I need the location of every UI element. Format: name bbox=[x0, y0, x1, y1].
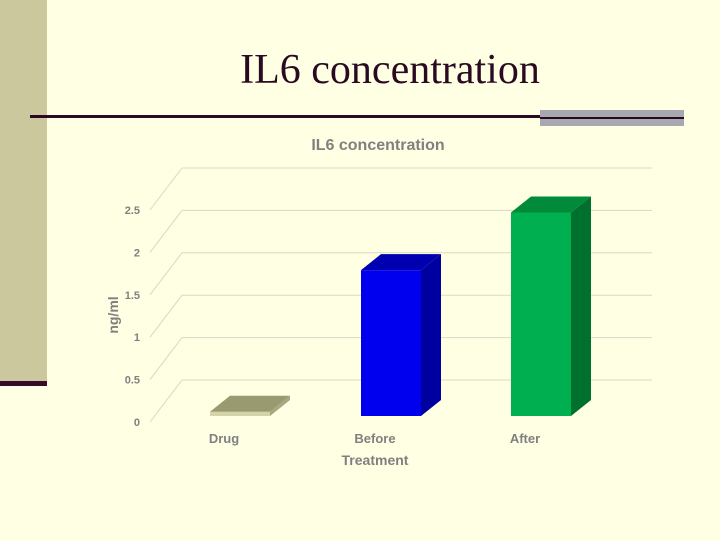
left-decor-band bbox=[0, 0, 47, 384]
y-tick-label: 2 bbox=[134, 247, 140, 259]
left-decor-band-edge bbox=[0, 381, 47, 386]
bar-front bbox=[511, 212, 571, 416]
grid-line-diagonal bbox=[149, 294, 183, 338]
bar-after bbox=[511, 196, 591, 416]
bar-before bbox=[361, 254, 441, 416]
bar-top bbox=[361, 254, 441, 271]
bar-side bbox=[571, 196, 591, 416]
bar-top bbox=[511, 196, 591, 213]
chart-y-ticks: 0 0.5 1 1.5 2 2.5 bbox=[125, 205, 140, 429]
bar-side bbox=[270, 395, 290, 416]
chart-y-axis-label: ng/ml bbox=[105, 296, 121, 333]
y-tick-label: 1 bbox=[134, 332, 140, 344]
y-tick-label: 0.5 bbox=[125, 375, 140, 387]
chart-title: IL6 concentration bbox=[311, 137, 444, 154]
x-tick-label: Before bbox=[354, 431, 395, 446]
x-tick-label: Drug bbox=[209, 431, 239, 446]
grid-line-diagonal bbox=[149, 167, 183, 211]
chart-bars bbox=[210, 196, 591, 416]
grid-line-diagonal bbox=[149, 252, 183, 296]
y-tick-label: 1.5 bbox=[125, 290, 140, 302]
y-tick-label: 2.5 bbox=[125, 205, 140, 217]
grid-line-diagonal bbox=[149, 337, 183, 380]
grid-line-diagonal bbox=[149, 379, 183, 423]
title-divider-accent-line bbox=[540, 117, 684, 119]
title-divider bbox=[30, 115, 684, 118]
grid-line-diagonal bbox=[149, 210, 183, 253]
chart-x-axis-label: Treatment bbox=[342, 452, 409, 468]
chart-x-ticks: Drug Before After bbox=[209, 431, 540, 446]
bar-front bbox=[210, 411, 270, 416]
bar-drug bbox=[210, 395, 290, 416]
slide-title: IL6 concentration bbox=[240, 47, 540, 93]
bar-side bbox=[421, 254, 441, 416]
bar-front bbox=[361, 270, 421, 416]
x-tick-label: After bbox=[510, 431, 540, 446]
bar-top bbox=[210, 395, 290, 412]
y-tick-label: 0 bbox=[134, 417, 140, 429]
